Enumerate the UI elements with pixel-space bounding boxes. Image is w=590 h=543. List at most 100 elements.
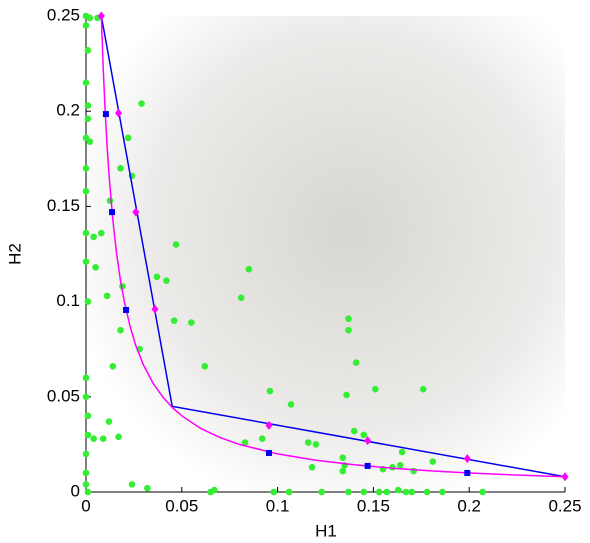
point	[90, 435, 97, 442]
point	[304, 439, 312, 446]
point	[151, 304, 159, 314]
point	[84, 431, 92, 439]
point	[270, 488, 278, 496]
point	[106, 197, 114, 204]
point	[115, 108, 123, 118]
point	[103, 292, 111, 300]
y-tick-label: 0.15	[47, 196, 80, 215]
y-axis-label: H2	[5, 243, 24, 265]
x-tick-label: 0.15	[357, 496, 390, 515]
point	[396, 462, 404, 469]
point	[345, 326, 352, 334]
point	[410, 467, 417, 475]
point	[82, 187, 90, 195]
point	[128, 481, 136, 488]
point	[350, 427, 358, 435]
point	[123, 306, 130, 313]
point	[265, 420, 273, 430]
point	[124, 134, 132, 142]
point	[84, 102, 92, 109]
y-tick-label: 0.25	[47, 5, 80, 24]
point	[82, 469, 90, 477]
point	[266, 387, 274, 395]
point	[372, 385, 379, 393]
point	[84, 46, 92, 54]
x-tick-label: 0	[81, 496, 90, 515]
point	[82, 481, 90, 488]
point	[285, 488, 293, 496]
point	[429, 458, 437, 465]
point	[109, 363, 117, 370]
point	[345, 488, 352, 496]
point	[82, 374, 90, 382]
point	[211, 486, 218, 494]
point	[395, 486, 402, 494]
point	[117, 326, 124, 334]
x-axis-label: H1	[315, 521, 337, 540]
point	[105, 418, 113, 425]
point	[237, 294, 245, 302]
point	[364, 462, 371, 469]
point	[138, 100, 145, 107]
point	[172, 241, 180, 248]
point	[258, 435, 266, 442]
point	[82, 22, 90, 29]
x-tick-label: 0.05	[165, 496, 198, 515]
point	[92, 264, 99, 271]
point	[464, 469, 471, 476]
point	[132, 207, 140, 217]
plot-background	[86, 16, 565, 492]
point	[117, 165, 124, 172]
point	[398, 448, 406, 456]
point	[82, 165, 90, 172]
point	[479, 488, 486, 496]
point	[90, 233, 97, 241]
point	[82, 258, 90, 265]
x-tick-label: 0.25	[548, 496, 581, 515]
point	[339, 454, 347, 462]
point	[463, 454, 471, 464]
point	[82, 79, 90, 86]
line	[100, 15, 566, 478]
point	[84, 412, 92, 420]
point	[360, 431, 368, 439]
point	[343, 391, 350, 399]
point	[109, 209, 116, 216]
y-tick-label: 0	[71, 481, 80, 500]
x-tick-label: 0.1	[266, 496, 290, 515]
point	[383, 488, 391, 496]
point	[82, 450, 90, 458]
point	[402, 488, 410, 496]
point	[82, 393, 90, 401]
point	[188, 319, 195, 326]
point	[144, 484, 151, 492]
point	[86, 14, 94, 22]
point	[318, 488, 325, 496]
point	[419, 385, 427, 393]
point	[102, 111, 109, 118]
point	[97, 11, 105, 21]
point	[241, 439, 249, 446]
line	[100, 15, 566, 478]
point	[364, 436, 372, 446]
point	[98, 229, 105, 237]
point	[312, 441, 320, 448]
point	[163, 277, 170, 284]
x-tick-label: 0.2	[457, 496, 481, 515]
y-tick-label: 0.05	[47, 386, 80, 405]
point	[265, 449, 272, 456]
point	[84, 488, 92, 496]
point	[360, 488, 368, 496]
point	[153, 273, 161, 281]
point	[99, 435, 107, 442]
point	[84, 298, 92, 305]
point	[86, 138, 94, 145]
y-tick-label: 0.1	[56, 291, 80, 310]
y-tick-label: 0.2	[56, 101, 80, 120]
point	[115, 433, 122, 441]
point	[561, 472, 569, 482]
point	[308, 463, 316, 471]
point	[352, 359, 360, 366]
point	[423, 488, 431, 496]
